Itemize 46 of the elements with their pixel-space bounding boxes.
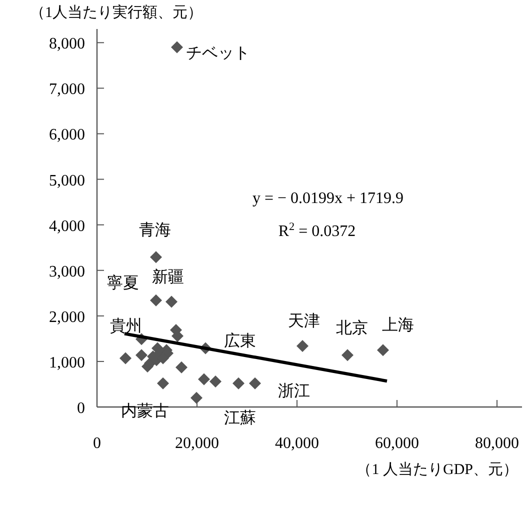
x-tick-label: 60,000	[375, 435, 419, 452]
point	[166, 296, 178, 308]
point	[198, 373, 210, 386]
point	[377, 344, 389, 356]
point	[176, 361, 188, 374]
y-tick-label: 8,000	[49, 36, 85, 53]
point	[136, 349, 148, 362]
y-tick-label: 3,000	[49, 263, 85, 280]
annotation: R$^{2}$ = 0.0372	[278, 221, 356, 240]
annotation: 天津	[288, 312, 320, 330]
y-tick-label: 1,000	[49, 354, 85, 372]
point	[120, 352, 132, 364]
annotation: 貴州	[110, 317, 142, 335]
annotation: y = − 0.0199x + 1719.9	[252, 190, 404, 207]
annotation: 北京	[336, 319, 368, 337]
y-tick-label: 5,000	[49, 172, 85, 190]
annotation: 内蒙古	[121, 402, 169, 420]
point	[171, 41, 183, 54]
x-tick-label: 40,000	[275, 435, 319, 452]
annotation: 青海	[139, 221, 171, 239]
y-axis-title: （1人当たり実行額、元）	[30, 4, 202, 21]
point	[157, 377, 169, 390]
text: 江蘇	[224, 409, 256, 427]
y-tick-label: 7,000	[49, 81, 85, 98]
x-tick-label: 0	[93, 435, 101, 452]
point	[249, 377, 261, 390]
y-tick-label: 4,000	[49, 218, 85, 235]
annotation: チベット	[186, 45, 250, 62]
y-tick-label: 0	[77, 400, 85, 417]
annotation: 上海	[382, 316, 414, 334]
point	[296, 340, 308, 352]
annotation: 広東	[224, 332, 256, 350]
annotation: 浙江	[278, 382, 310, 400]
y-tick-label: 6,000	[49, 126, 85, 144]
x-tick-label: 80,000	[475, 435, 519, 452]
point	[210, 375, 222, 388]
point	[150, 251, 162, 264]
annotation: 寧夏	[107, 274, 139, 292]
point	[150, 294, 162, 306]
x-tick-label: 20,000	[175, 435, 219, 452]
x-axis-title: （1 人当たりGDP、元）	[356, 461, 518, 478]
y-tick-label: 2,000	[49, 308, 85, 326]
annotation: 新疆	[152, 268, 184, 286]
point	[342, 349, 354, 362]
point	[190, 392, 202, 404]
point	[232, 377, 244, 390]
